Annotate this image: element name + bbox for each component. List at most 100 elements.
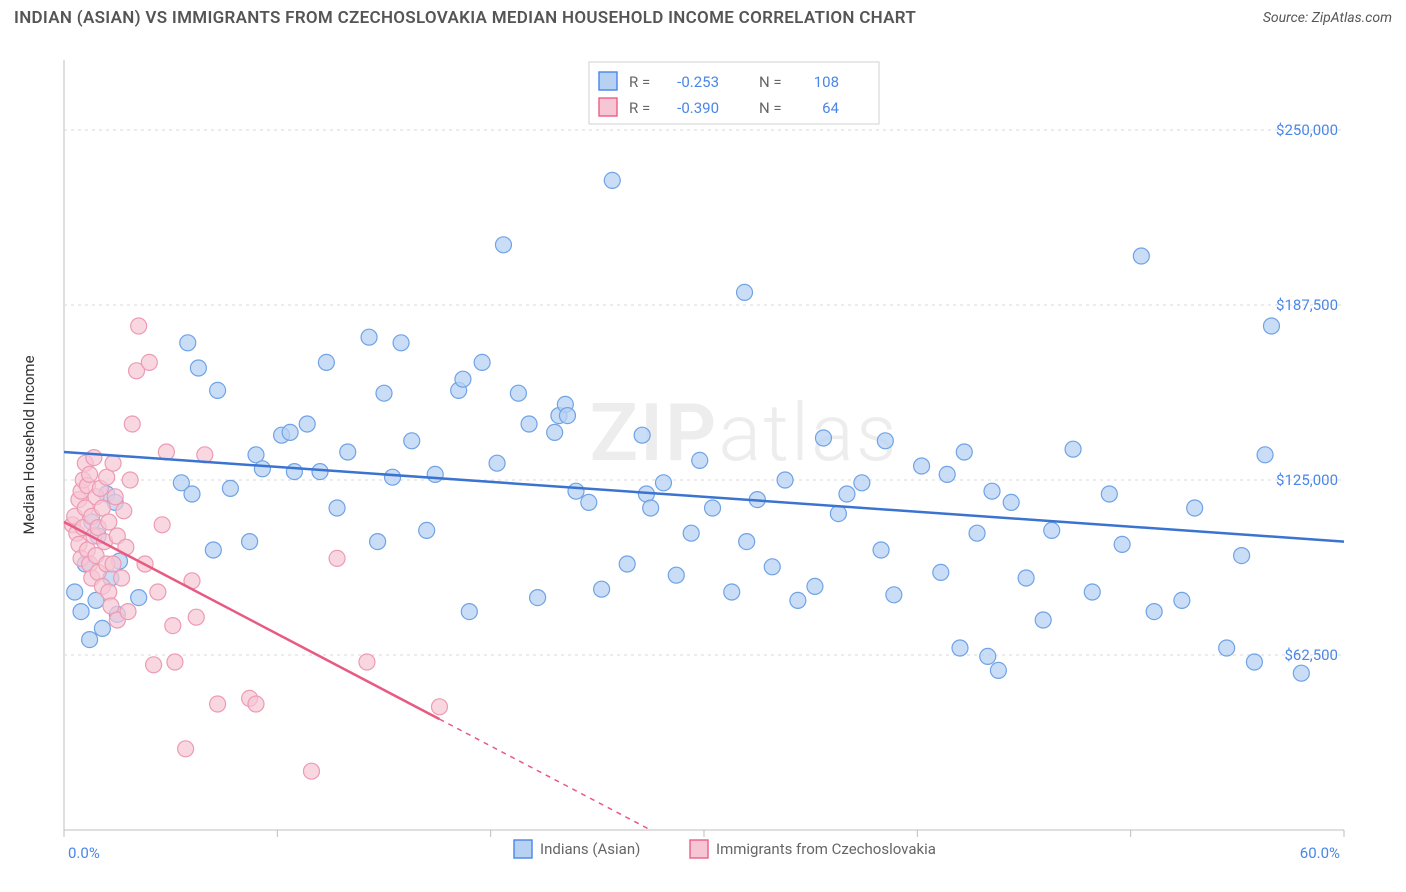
data-point <box>154 517 170 533</box>
data-point <box>510 385 526 401</box>
data-point <box>724 584 740 600</box>
y-tick-label: $187,500 <box>1276 296 1338 314</box>
data-point <box>984 483 1000 499</box>
legend-n-value: 64 <box>822 99 839 117</box>
data-point <box>67 584 83 600</box>
data-point <box>205 542 221 558</box>
legend-swatch <box>514 840 532 858</box>
data-point <box>114 570 130 586</box>
data-point <box>385 469 401 485</box>
data-point <box>101 514 117 530</box>
data-point <box>94 620 110 636</box>
data-point <box>359 654 375 670</box>
x-end-label: 60.0% <box>1300 844 1340 862</box>
data-point <box>877 433 893 449</box>
legend-r-value: -0.253 <box>677 73 719 91</box>
data-point <box>547 424 563 440</box>
data-point <box>790 592 806 608</box>
legend-swatch <box>599 98 617 116</box>
source-label: Source: ZipAtlas.com <box>1263 10 1392 26</box>
data-point <box>150 584 166 600</box>
data-point <box>777 472 793 488</box>
data-point <box>1101 486 1117 502</box>
data-point <box>105 556 121 572</box>
x-start-label: 0.0% <box>68 844 100 862</box>
data-point <box>643 500 659 516</box>
trend-line-dashed <box>439 719 650 830</box>
data-point <box>286 464 302 480</box>
y-axis-label: Median Household Income <box>20 355 38 534</box>
data-point <box>318 354 334 370</box>
legend-n-label: N = <box>759 73 782 91</box>
data-point <box>370 534 386 550</box>
data-point <box>210 696 226 712</box>
data-point <box>1035 612 1051 628</box>
data-point <box>361 329 377 345</box>
data-point <box>568 483 584 499</box>
data-point <box>604 172 620 188</box>
data-point <box>1044 522 1060 538</box>
data-point <box>124 416 140 432</box>
data-point <box>1003 494 1019 510</box>
data-point <box>101 584 117 600</box>
data-point <box>282 424 298 440</box>
chart-container: $62,500$125,000$187,500$250,0000.0%60.0%… <box>14 40 1392 882</box>
data-point <box>431 699 447 715</box>
data-point <box>188 609 204 625</box>
data-point <box>1114 536 1130 552</box>
data-point <box>1234 548 1250 564</box>
data-point <box>737 284 753 300</box>
data-point <box>1018 570 1034 586</box>
data-point <box>521 416 537 432</box>
legend-n-value: 108 <box>814 73 839 91</box>
data-point <box>461 604 477 620</box>
data-point <box>990 662 1006 678</box>
data-point <box>619 556 635 572</box>
data-point <box>82 466 98 482</box>
data-point <box>559 408 575 424</box>
data-point <box>340 444 356 460</box>
data-point <box>634 427 650 443</box>
data-point <box>180 335 196 351</box>
data-point <box>668 567 684 583</box>
data-point <box>1133 248 1149 264</box>
data-point <box>107 489 123 505</box>
legend-r-label: R = <box>629 99 650 117</box>
scatter-chart: $62,500$125,000$187,500$250,0000.0%60.0%… <box>14 40 1392 882</box>
data-point <box>312 464 328 480</box>
data-point <box>190 360 206 376</box>
data-point <box>1263 318 1279 334</box>
y-tick-label: $125,000 <box>1276 471 1338 489</box>
data-point <box>655 475 671 491</box>
data-point <box>404 433 420 449</box>
data-point <box>764 559 780 575</box>
data-point <box>830 506 846 522</box>
data-point <box>105 455 121 471</box>
data-point <box>939 466 955 482</box>
data-point <box>146 657 162 673</box>
data-point <box>329 550 345 566</box>
data-point <box>210 382 226 398</box>
legend-n-label: N = <box>759 99 782 117</box>
data-point <box>933 564 949 580</box>
data-point <box>705 500 721 516</box>
data-point <box>739 534 755 550</box>
chart-title: INDIAN (ASIAN) VS IMMIGRANTS FROM CZECHO… <box>14 8 916 28</box>
data-point <box>419 522 435 538</box>
data-point <box>303 763 319 779</box>
data-point <box>178 741 194 757</box>
data-point <box>165 618 181 634</box>
y-tick-label: $62,500 <box>1284 646 1338 664</box>
data-point <box>914 458 930 474</box>
data-point <box>1084 584 1100 600</box>
data-point <box>131 590 147 606</box>
data-point <box>692 452 708 468</box>
data-point <box>886 587 902 603</box>
data-point <box>474 354 490 370</box>
data-point <box>1219 640 1235 656</box>
data-point <box>167 654 183 670</box>
data-point <box>495 237 511 253</box>
data-point <box>376 385 392 401</box>
data-point <box>82 632 98 648</box>
data-point <box>1187 500 1203 516</box>
